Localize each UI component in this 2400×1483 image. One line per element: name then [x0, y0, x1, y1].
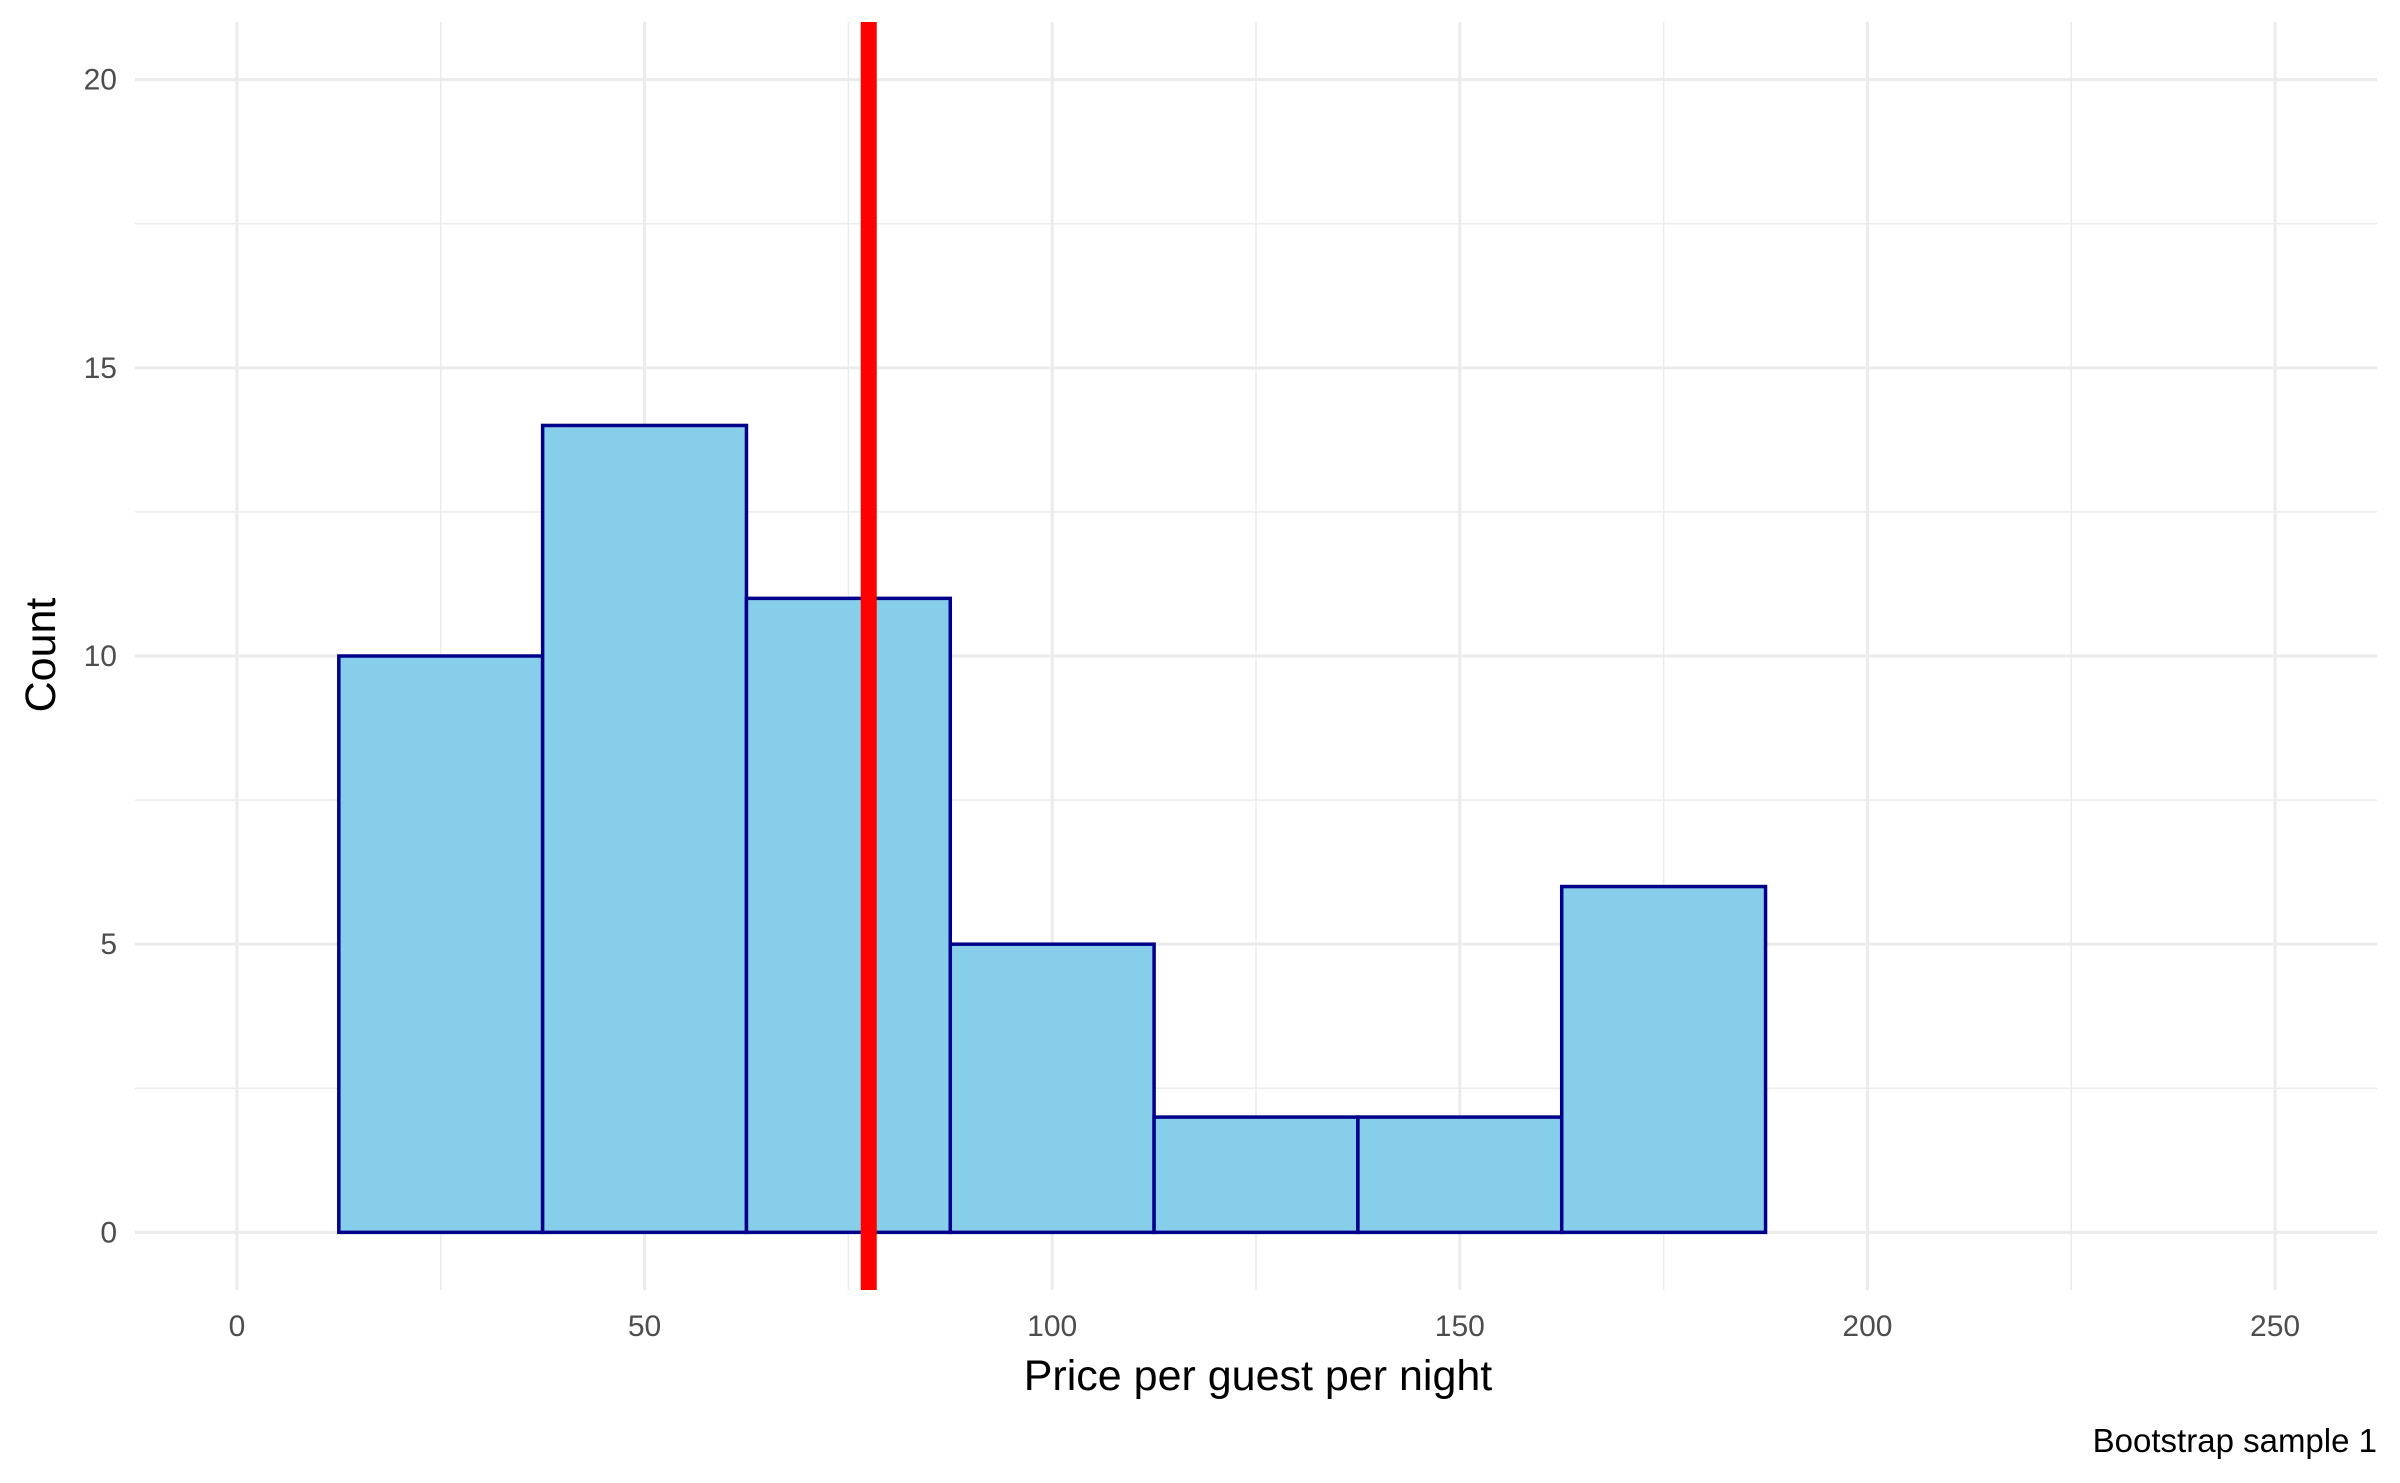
x-tick-label: 100 [1027, 1310, 1077, 1343]
y-tick-label: 5 [100, 928, 117, 961]
x-tick-label: 50 [628, 1310, 661, 1343]
histogram-bar-1 [337, 654, 545, 1235]
chart-caption: Bootstrap sample 1 [2093, 1422, 2377, 1459]
y-tick-label: 15 [84, 352, 117, 385]
y-tick-label: 0 [100, 1216, 117, 1249]
histogram-bar-2 [540, 423, 749, 1235]
x-tick-label: 250 [2250, 1310, 2300, 1343]
x-tick-label: 150 [1435, 1310, 1485, 1343]
x-tick-label: 0 [229, 1310, 246, 1343]
y-axis-tick-labels: 0 5 10 15 20 [84, 64, 117, 1250]
x-axis-tick-labels: 0 50 100 150 200 250 [229, 1310, 2301, 1343]
major-gridlines [135, 22, 2377, 1290]
y-tick-label: 20 [84, 64, 117, 97]
histogram-bar-4 [948, 942, 1156, 1235]
y-axis-title: Count [17, 598, 65, 713]
histogram-bar-5 [1152, 1115, 1360, 1235]
x-axis-title: Price per guest per night [1024, 1352, 1493, 1400]
x-tick-label: 200 [1842, 1310, 1892, 1343]
histogram-bar-6 [1356, 1115, 1564, 1235]
histogram-bars [337, 423, 1768, 1235]
histogram-bar-3 [744, 596, 953, 1235]
y-tick-label: 10 [84, 640, 117, 673]
histogram-bar-7 [1559, 884, 1768, 1235]
